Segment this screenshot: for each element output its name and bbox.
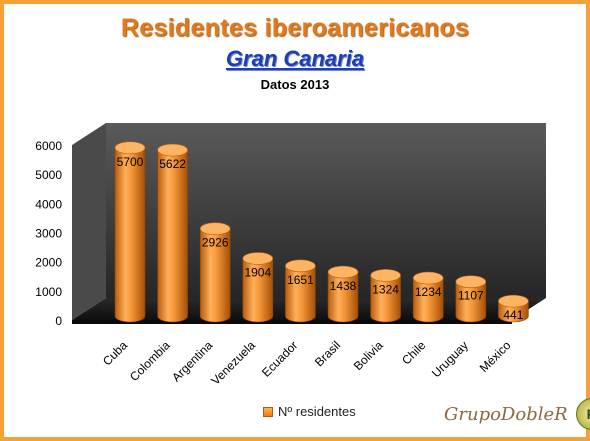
y-tick-label: 2000 bbox=[35, 256, 62, 270]
bar bbox=[412, 271, 444, 323]
bar-value-label: 1324 bbox=[372, 282, 399, 296]
bar-value-label: 2926 bbox=[202, 236, 229, 250]
bar-value-label: 1107 bbox=[458, 289, 484, 303]
bar-value-label: 441 bbox=[503, 308, 523, 322]
x-tick-label: México bbox=[477, 338, 514, 375]
x-tick-label: Uruguay bbox=[429, 338, 471, 380]
bar-value-label: 5700 bbox=[117, 155, 144, 169]
y-tick-label: 5000 bbox=[35, 168, 62, 182]
bar-top bbox=[157, 143, 188, 157]
bar bbox=[199, 222, 231, 323]
legend: Nº residentes bbox=[263, 404, 356, 419]
bar-top bbox=[327, 265, 359, 279]
bar bbox=[285, 259, 316, 323]
bar-top bbox=[370, 269, 401, 282]
bar-body bbox=[412, 277, 444, 323]
legend-label: Nº residentes bbox=[278, 404, 356, 419]
y-tick-label: 4000 bbox=[35, 197, 62, 211]
chart-floor-edge bbox=[72, 320, 512, 324]
bar bbox=[498, 294, 529, 323]
x-tick-label: Brasil bbox=[312, 338, 343, 369]
bar-body bbox=[199, 228, 231, 323]
x-tick-label: Colombia bbox=[127, 338, 173, 384]
bar-value-label: 1438 bbox=[330, 279, 357, 293]
bar-value-label: 1651 bbox=[287, 273, 314, 287]
bar-body bbox=[285, 265, 316, 323]
bar-top bbox=[114, 141, 146, 155]
x-tick-label: Cuba bbox=[100, 338, 130, 368]
bar-body bbox=[242, 258, 274, 323]
bar bbox=[455, 275, 487, 323]
bar-value-label: 1904 bbox=[244, 265, 271, 279]
bar-body bbox=[157, 149, 188, 323]
chart-year-label: Datos 2013 bbox=[260, 77, 330, 92]
bar bbox=[327, 265, 359, 323]
x-tick-label: Ecuador bbox=[259, 338, 301, 380]
x-tick-label: Venezuela bbox=[208, 338, 258, 388]
bar-body bbox=[327, 271, 359, 323]
logo-text: GrupoDobleR bbox=[444, 403, 568, 425]
y-tick-label: 3000 bbox=[35, 227, 62, 241]
bar-top bbox=[242, 252, 274, 265]
brand-logo: GrupoDobleR R bbox=[444, 398, 590, 430]
bar-top bbox=[199, 222, 231, 235]
legend-swatch bbox=[263, 406, 273, 417]
chart-subtitle: Gran Canaria bbox=[225, 46, 365, 71]
chart-title: Residentes iberoamericanos bbox=[120, 14, 470, 42]
bar-top bbox=[285, 259, 316, 273]
x-tick-label: Chile bbox=[399, 338, 428, 367]
y-tick-label: 0 bbox=[55, 314, 62, 328]
bar-top bbox=[412, 271, 444, 285]
bar-body bbox=[370, 275, 401, 323]
bar bbox=[242, 252, 274, 323]
y-tick-label: 1000 bbox=[35, 285, 62, 299]
bar-top bbox=[498, 294, 529, 308]
chart-side-wall bbox=[72, 123, 106, 320]
bar-body bbox=[455, 281, 487, 323]
bar bbox=[157, 143, 188, 323]
bar-top bbox=[455, 275, 487, 289]
y-tick-label: 6000 bbox=[35, 139, 62, 153]
bar bbox=[370, 269, 401, 323]
x-tick-label: Bolivia bbox=[351, 338, 386, 373]
bar-body bbox=[114, 147, 146, 323]
bar-value-label: 5622 bbox=[159, 157, 186, 171]
bar-value-label: 1234 bbox=[415, 285, 442, 299]
logo-seal: R bbox=[575, 398, 590, 430]
bar bbox=[114, 141, 146, 323]
